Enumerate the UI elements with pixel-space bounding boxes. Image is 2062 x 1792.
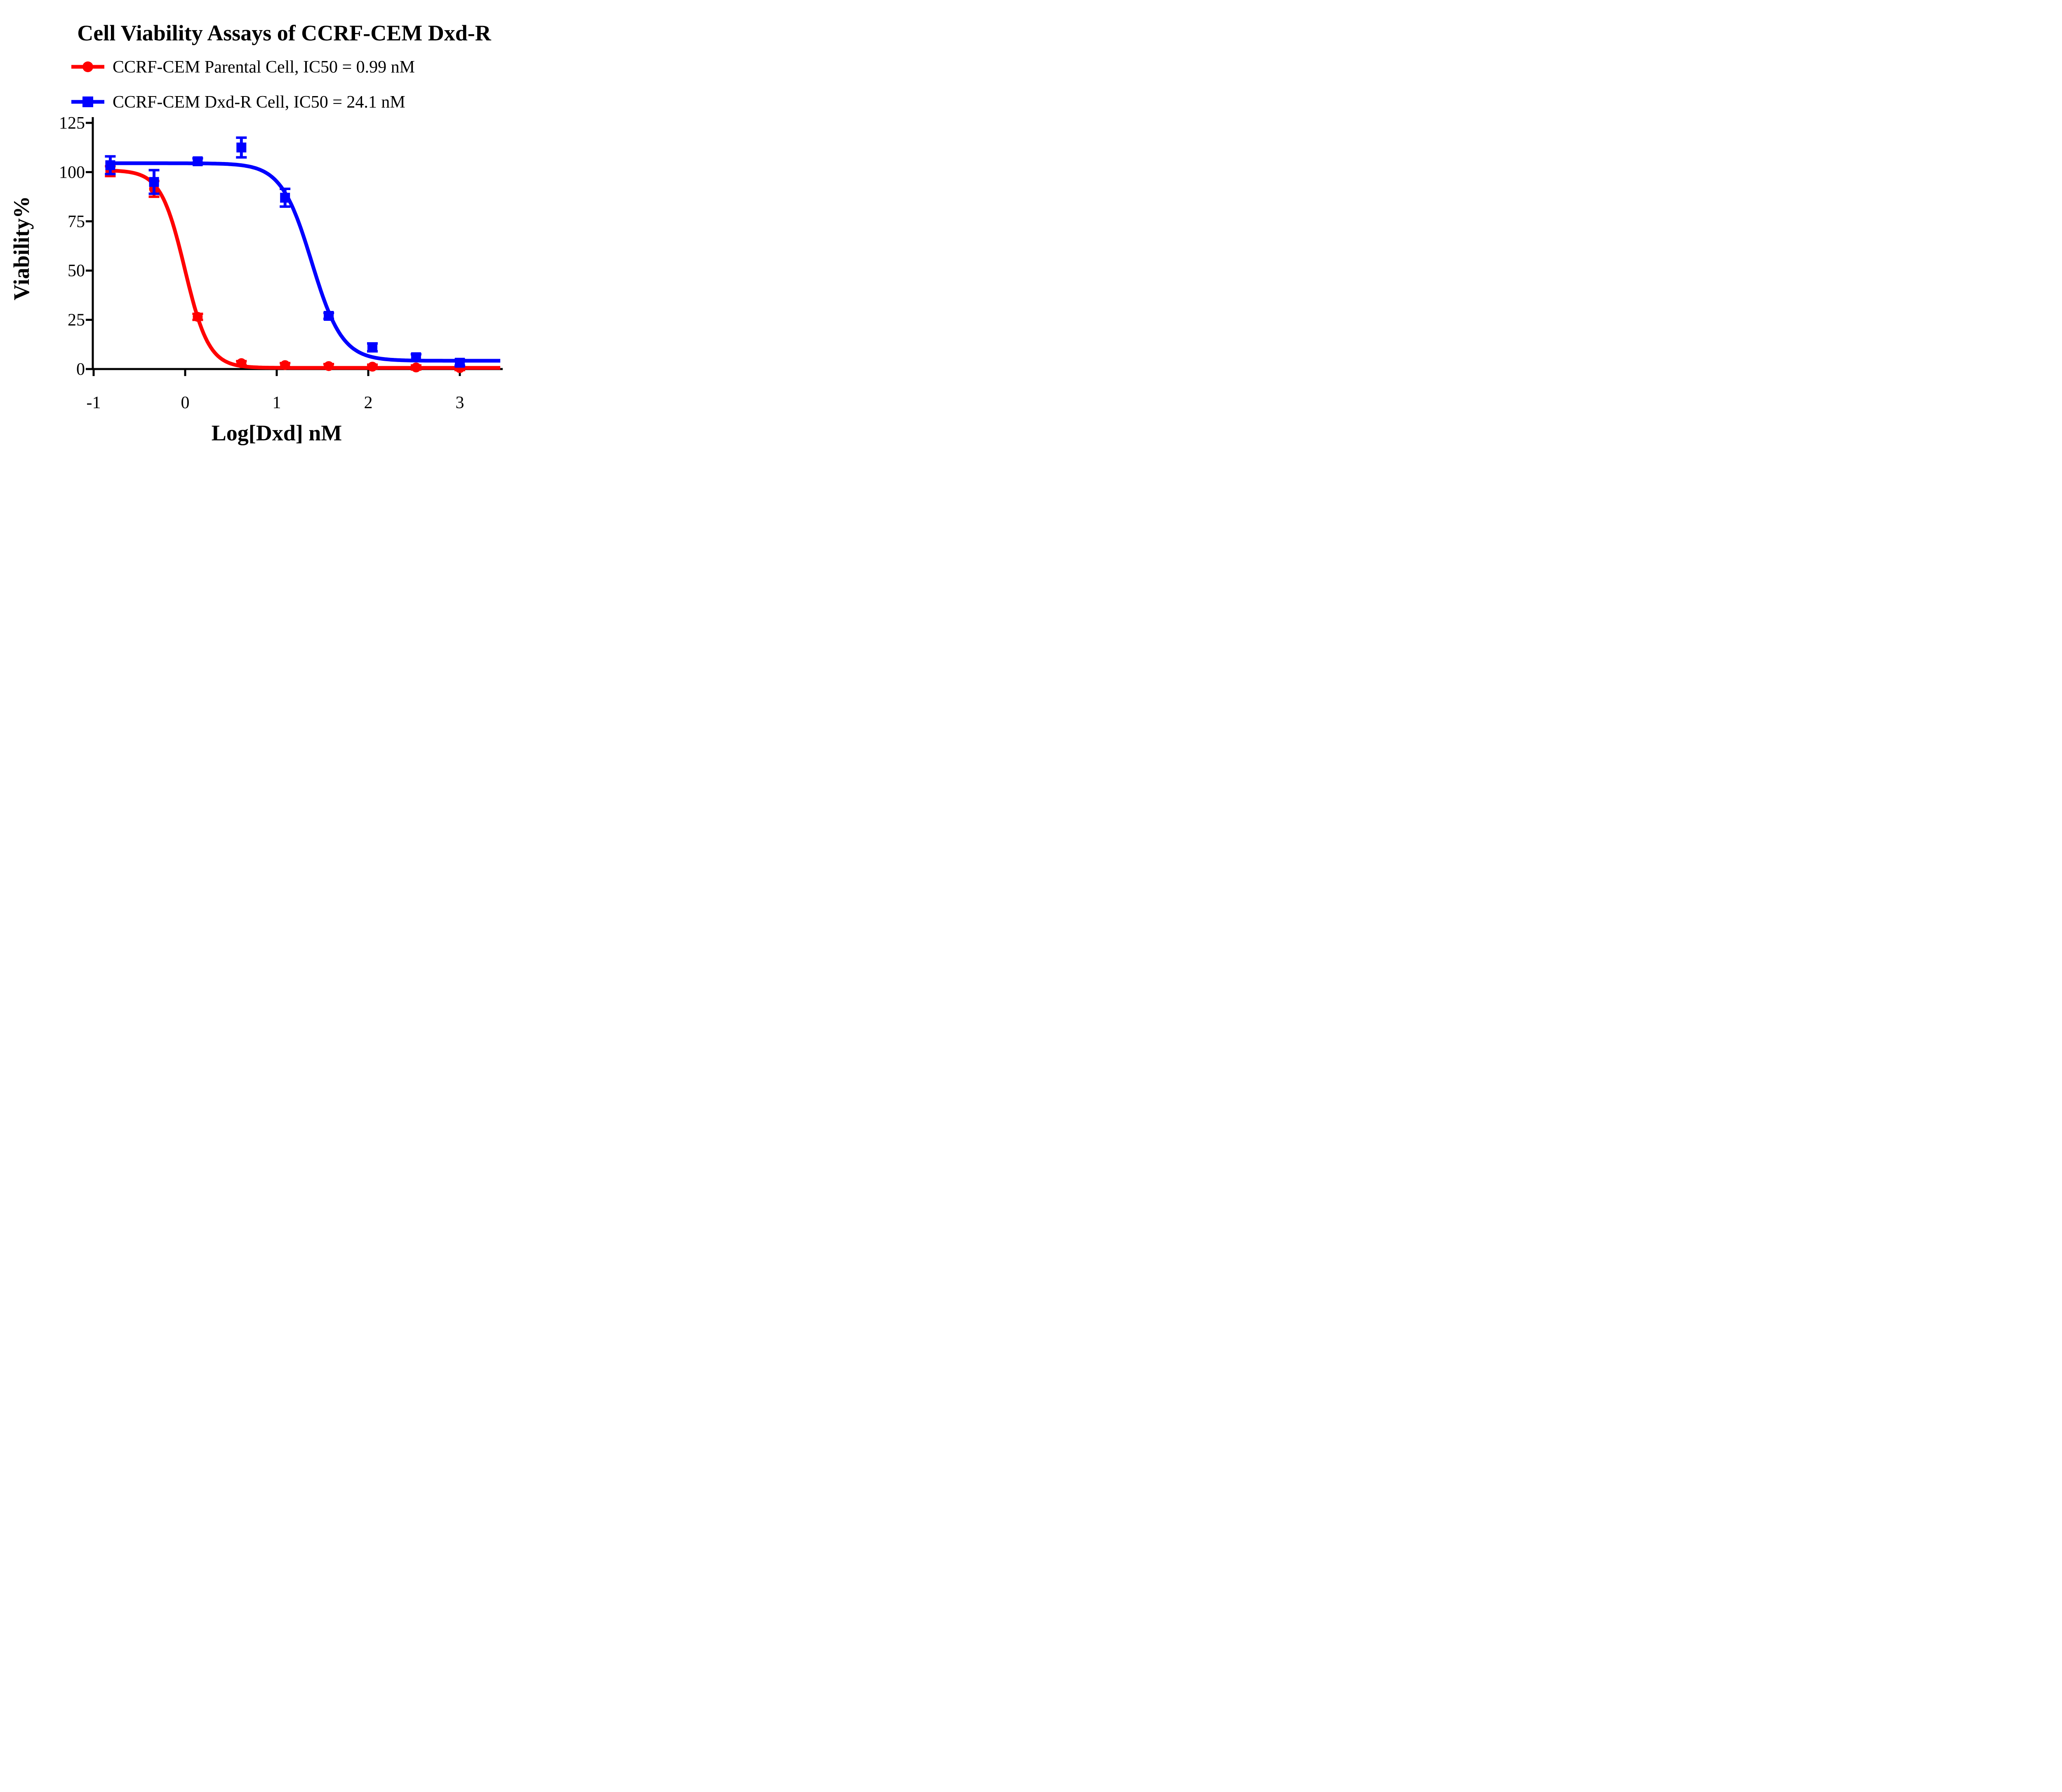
x-tick-label-1: 1 <box>273 393 281 412</box>
data-point-circle <box>236 358 247 368</box>
data-point-circle <box>324 361 334 371</box>
data-point-square <box>105 160 115 170</box>
legend-label-dxdr: CCRF-CEM Dxd-R Cell, IC50 = 24.1 nM <box>113 93 405 112</box>
data-point-circle <box>280 360 290 370</box>
y-tick-label-50: 50 <box>68 261 85 280</box>
x-tick-marks <box>92 369 461 376</box>
legend-square-icon <box>82 96 93 107</box>
series-1 <box>105 136 501 368</box>
data-point-circle <box>367 362 377 372</box>
series-0 <box>105 165 501 373</box>
data-point-square <box>455 357 465 368</box>
x-tick-label-2: 2 <box>364 393 373 412</box>
data-point-circle <box>193 312 203 322</box>
data-point-square <box>236 142 247 153</box>
y-tick-label-25: 25 <box>68 311 85 330</box>
y-tick-label-0: 0 <box>76 360 85 379</box>
data-point-square <box>280 193 290 203</box>
series-0-curve <box>110 169 501 370</box>
chart-title: Cell Viability Assays of CCRF-CEM Dxd-R <box>77 21 492 45</box>
series-1-curve <box>110 161 501 363</box>
legend-circle-icon <box>82 61 93 72</box>
plot-series <box>105 136 501 373</box>
x-axis-title: Log[Dxd] nM <box>212 421 342 445</box>
y-tick-labels: 0 25 50 75 100 125 <box>59 114 85 379</box>
x-tick-label-0: 0 <box>181 393 190 412</box>
viability-chart: Cell Viability Assays of CCRF-CEM Dxd-R … <box>9 21 503 445</box>
data-point-circle <box>411 362 421 373</box>
data-point-square <box>149 177 159 187</box>
y-tick-label-125: 125 <box>59 114 85 133</box>
x-tick-label-neg1: -1 <box>87 393 101 412</box>
figure-canvas: Cell Viability Assays of CCRF-CEM Dxd-R … <box>0 0 517 448</box>
legend-marker-parental <box>71 61 104 72</box>
data-point-square <box>411 352 421 362</box>
axes: 0 25 50 75 100 125 -1 0 1 2 3 Log[Dxd] n… <box>9 114 503 445</box>
y-axis-title: Viability% <box>9 196 34 300</box>
legend: CCRF-CEM Parental Cell, IC50 = 0.99 nM C… <box>71 58 415 112</box>
x-tick-label-3: 3 <box>456 393 464 412</box>
data-point-square <box>324 311 334 321</box>
y-tick-label-100: 100 <box>59 163 85 182</box>
y-tick-marks <box>86 122 93 370</box>
data-point-square <box>193 156 203 167</box>
y-tick-label-75: 75 <box>68 212 85 231</box>
data-point-square <box>367 342 377 353</box>
legend-marker-dxdr <box>71 96 104 107</box>
legend-label-parental: CCRF-CEM Parental Cell, IC50 = 0.99 nM <box>113 58 415 77</box>
x-tick-labels: -1 0 1 2 3 <box>87 393 464 412</box>
